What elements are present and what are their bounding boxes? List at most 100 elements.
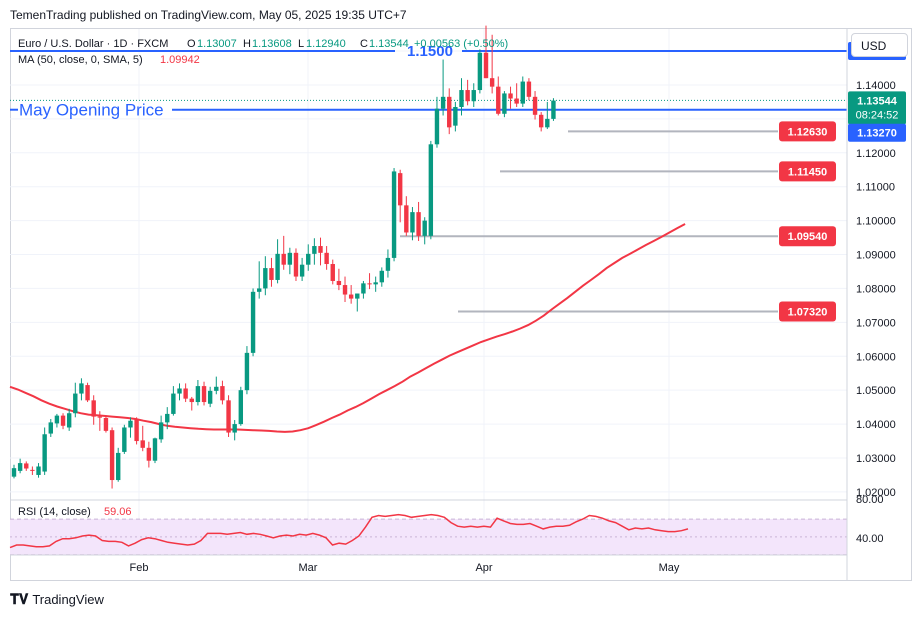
footer-brand: TradingView bbox=[32, 592, 104, 607]
candle-body bbox=[508, 93, 513, 99]
time-axis: Feb Mar Apr May bbox=[130, 562, 680, 574]
candle-body bbox=[269, 268, 274, 280]
candle bbox=[483, 25, 489, 79]
price-label-last: 1.13544 bbox=[857, 95, 898, 107]
candle-body bbox=[152, 438, 158, 461]
opening-price-annotation: May Opening Price bbox=[19, 101, 164, 120]
candle-body bbox=[109, 430, 115, 481]
candle bbox=[207, 386, 213, 408]
candle-body bbox=[318, 246, 323, 253]
candle-body bbox=[404, 205, 409, 233]
price-label-opening: 1.13270 bbox=[857, 128, 897, 140]
candle bbox=[11, 464, 17, 479]
y-tick-label: 1.07000 bbox=[856, 317, 896, 329]
candle bbox=[514, 83, 519, 107]
candle bbox=[453, 101, 458, 132]
candle-body bbox=[183, 388, 188, 399]
candle-body bbox=[379, 270, 384, 283]
candle-body bbox=[342, 285, 348, 295]
candle-body bbox=[287, 252, 293, 265]
price-label-bg bbox=[848, 91, 906, 125]
y-tick-label: 1.04000 bbox=[856, 419, 896, 431]
candle bbox=[287, 247, 293, 275]
candle bbox=[244, 346, 250, 395]
candle bbox=[459, 78, 464, 116]
candle-body bbox=[428, 144, 434, 236]
candle bbox=[355, 293, 360, 312]
candle bbox=[238, 386, 244, 426]
candle bbox=[17, 458, 23, 474]
candle-body bbox=[324, 252, 329, 265]
candle-body bbox=[226, 400, 231, 433]
candle-body bbox=[373, 282, 378, 285]
candle-body bbox=[140, 440, 145, 448]
candle-body bbox=[103, 417, 109, 431]
candle-body bbox=[440, 96, 446, 109]
candle-body bbox=[171, 393, 176, 414]
legend-close: 1.13544 bbox=[369, 38, 409, 50]
tradingview-logo-icon: 𝐓𝐕 bbox=[10, 591, 29, 607]
ma-legend-label: MA (50, close, 0, SMA, 5) bbox=[18, 54, 143, 66]
candle-body bbox=[520, 81, 525, 104]
y-tick-label: 1.02000 bbox=[856, 487, 896, 499]
candle-body bbox=[281, 253, 286, 265]
rsi-band bbox=[10, 519, 847, 555]
candle-body bbox=[91, 400, 96, 417]
candle bbox=[502, 91, 507, 118]
candle bbox=[195, 380, 201, 406]
ma-line bbox=[9, 223, 686, 433]
candle-body bbox=[348, 294, 354, 299]
level-label-bg bbox=[779, 226, 836, 247]
candle bbox=[60, 413, 66, 430]
price-label-timer: 08:24:52 bbox=[856, 109, 899, 121]
candle-body bbox=[385, 257, 391, 271]
candle-body bbox=[410, 212, 415, 233]
candle-body bbox=[465, 90, 470, 102]
legend-symbol: Euro / U.S. Dollar · 1D · FXCM bbox=[18, 38, 168, 50]
candle bbox=[330, 259, 335, 285]
currency-unit-button[interactable]: USD bbox=[851, 33, 908, 57]
candle bbox=[416, 201, 421, 241]
candle-body bbox=[158, 422, 164, 440]
candle-body bbox=[416, 212, 421, 236]
legend-low-label: L bbox=[298, 38, 304, 50]
candle bbox=[299, 257, 305, 281]
candle bbox=[379, 267, 384, 287]
candle-body bbox=[299, 264, 305, 277]
y-tick-label: 1.11000 bbox=[856, 182, 895, 194]
candle-body bbox=[220, 386, 225, 401]
candle bbox=[293, 248, 299, 281]
candle bbox=[73, 382, 78, 418]
level-label-bg bbox=[779, 121, 836, 142]
candle-body bbox=[54, 415, 60, 424]
rsi-value: 59.06 bbox=[104, 506, 132, 518]
candle bbox=[183, 383, 188, 403]
candle bbox=[312, 238, 317, 265]
candle-body bbox=[306, 253, 311, 265]
candle bbox=[471, 83, 476, 107]
price-label-bg bbox=[848, 123, 906, 142]
candle bbox=[48, 419, 53, 437]
x-tick-label: Mar bbox=[299, 562, 318, 574]
y-tick-label: 1.10000 bbox=[856, 216, 896, 228]
candle-body bbox=[195, 386, 201, 403]
candle-body bbox=[391, 171, 397, 258]
candle bbox=[66, 408, 72, 431]
level-label: 1.07320 bbox=[788, 306, 828, 318]
candle-body bbox=[551, 100, 556, 119]
candle bbox=[318, 237, 323, 266]
candle bbox=[24, 461, 29, 471]
legend-change: +0.00563 (+0.50%) bbox=[414, 38, 508, 50]
candle bbox=[30, 466, 35, 475]
candle-body bbox=[214, 386, 219, 391]
candle bbox=[85, 382, 90, 403]
candle bbox=[465, 79, 470, 106]
candle-body bbox=[128, 420, 133, 428]
candle bbox=[361, 280, 366, 299]
candle-body bbox=[483, 52, 489, 79]
candle-body bbox=[459, 90, 464, 107]
x-tick-label: May bbox=[659, 562, 680, 574]
y-tick-label: 1.14000 bbox=[856, 80, 896, 92]
candle bbox=[152, 437, 158, 464]
